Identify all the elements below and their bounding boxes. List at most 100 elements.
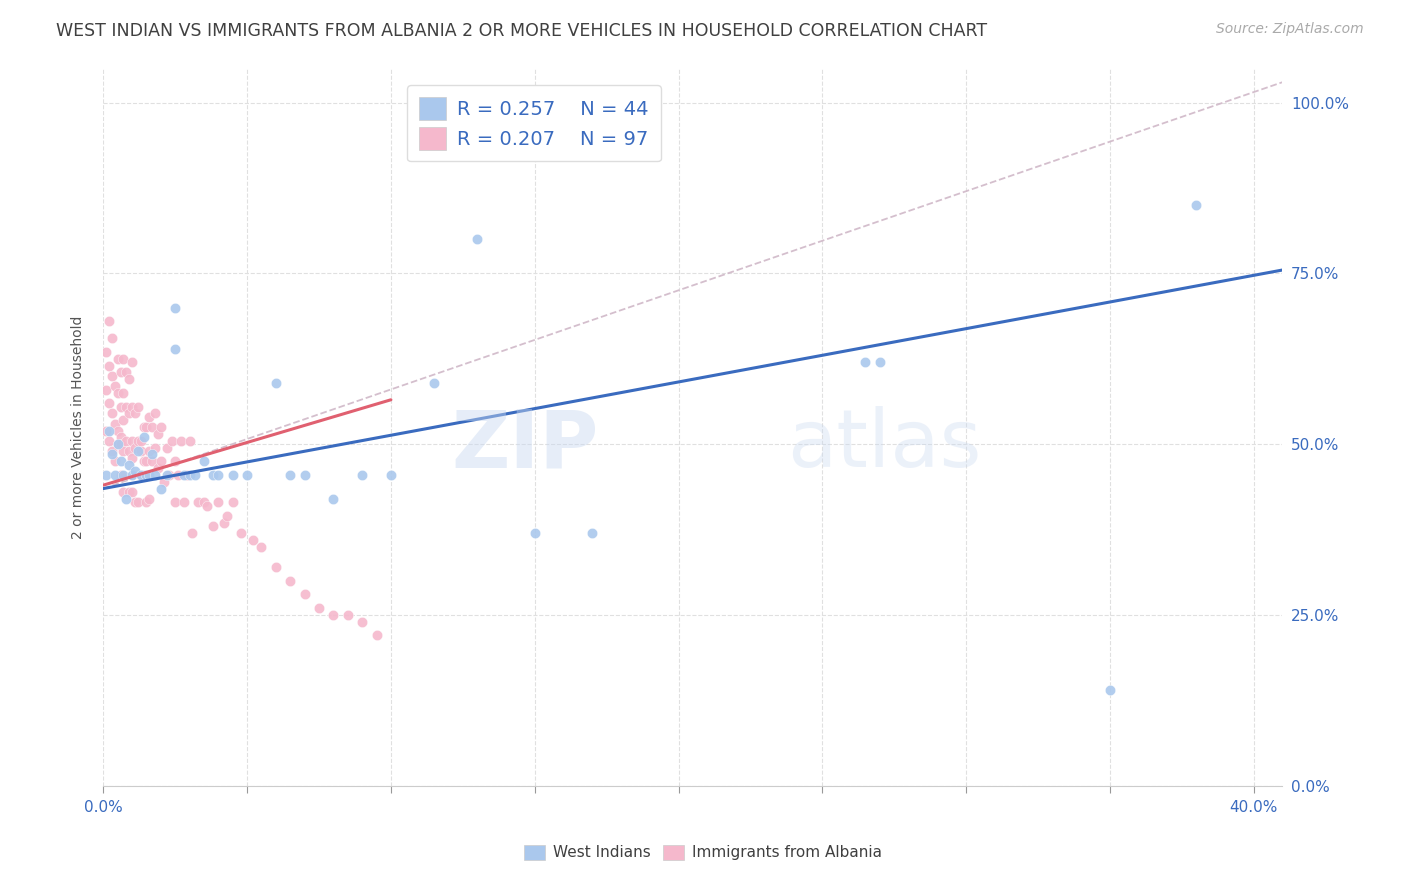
Point xyxy=(118,444,141,458)
Point xyxy=(96,383,118,397)
Point xyxy=(308,601,330,615)
Point xyxy=(121,400,143,414)
Point xyxy=(110,400,132,414)
Point xyxy=(146,461,169,475)
Point xyxy=(167,467,190,482)
Point xyxy=(155,441,177,455)
Point xyxy=(155,467,177,482)
Point xyxy=(129,467,152,482)
Point xyxy=(278,467,301,482)
Point xyxy=(132,454,155,468)
Point xyxy=(112,386,135,401)
Point xyxy=(193,454,215,468)
Point xyxy=(162,434,184,448)
Point xyxy=(98,314,121,328)
Point xyxy=(176,467,198,482)
Point xyxy=(101,444,124,458)
Point xyxy=(581,525,603,540)
Point xyxy=(143,441,166,455)
Point xyxy=(146,426,169,441)
Point xyxy=(127,444,149,458)
Point xyxy=(110,437,132,451)
Point xyxy=(132,430,155,444)
Point xyxy=(215,508,238,523)
Point xyxy=(201,519,224,533)
Point xyxy=(107,351,129,366)
Point xyxy=(207,495,229,509)
Point xyxy=(165,495,187,509)
Point xyxy=(143,406,166,420)
Point xyxy=(423,376,446,390)
Point xyxy=(115,366,138,380)
Point xyxy=(170,434,193,448)
Text: Source: ZipAtlas.com: Source: ZipAtlas.com xyxy=(1216,22,1364,37)
Point xyxy=(201,467,224,482)
Point xyxy=(112,485,135,500)
Point xyxy=(1098,683,1121,698)
Point xyxy=(104,417,127,431)
Point xyxy=(135,467,157,482)
Point xyxy=(104,454,127,468)
Point xyxy=(127,495,149,509)
Point xyxy=(143,467,166,482)
Point xyxy=(222,495,245,509)
Point xyxy=(96,345,118,359)
Point xyxy=(96,467,118,482)
Point xyxy=(112,444,135,458)
Point xyxy=(250,540,273,554)
Point xyxy=(107,424,129,438)
Point xyxy=(336,607,359,622)
Point xyxy=(104,467,127,482)
Point xyxy=(855,355,877,369)
Point xyxy=(231,525,253,540)
Point xyxy=(869,355,891,369)
Point xyxy=(264,560,287,574)
Legend: West Indians, Immigrants from Albania: West Indians, Immigrants from Albania xyxy=(517,838,889,866)
Point xyxy=(101,368,124,383)
Point xyxy=(101,406,124,420)
Point xyxy=(242,533,264,547)
Point xyxy=(236,467,259,482)
Point xyxy=(173,495,195,509)
Point xyxy=(121,434,143,448)
Point xyxy=(98,434,121,448)
Point xyxy=(112,351,135,366)
Legend: R = 0.257    N = 44, R = 0.207    N = 97: R = 0.257 N = 44, R = 0.207 N = 97 xyxy=(406,86,661,161)
Point xyxy=(115,434,138,448)
Point xyxy=(141,420,163,434)
Point xyxy=(104,379,127,393)
Point xyxy=(118,406,141,420)
Point xyxy=(165,301,187,315)
Point xyxy=(322,491,344,506)
Point xyxy=(98,396,121,410)
Point xyxy=(138,491,160,506)
Text: atlas: atlas xyxy=(787,406,981,484)
Point xyxy=(141,454,163,468)
Point xyxy=(465,232,488,246)
Point xyxy=(115,400,138,414)
Point xyxy=(322,607,344,622)
Point xyxy=(98,359,121,373)
Point xyxy=(352,467,374,482)
Point xyxy=(121,467,143,482)
Point xyxy=(118,372,141,386)
Text: WEST INDIAN VS IMMIGRANTS FROM ALBANIA 2 OR MORE VEHICLES IN HOUSEHOLD CORRELATI: WEST INDIAN VS IMMIGRANTS FROM ALBANIA 2… xyxy=(56,22,987,40)
Point xyxy=(107,437,129,451)
Point xyxy=(110,430,132,444)
Point xyxy=(138,444,160,458)
Point xyxy=(110,454,132,468)
Point xyxy=(129,444,152,458)
Point xyxy=(112,467,135,482)
Point xyxy=(96,424,118,438)
Point xyxy=(195,499,218,513)
Point xyxy=(121,485,143,500)
Point xyxy=(132,420,155,434)
Point xyxy=(110,467,132,482)
Point xyxy=(165,342,187,356)
Point xyxy=(179,434,201,448)
Point xyxy=(98,424,121,438)
Point xyxy=(135,420,157,434)
Point xyxy=(135,495,157,509)
Point xyxy=(121,355,143,369)
Point xyxy=(112,413,135,427)
